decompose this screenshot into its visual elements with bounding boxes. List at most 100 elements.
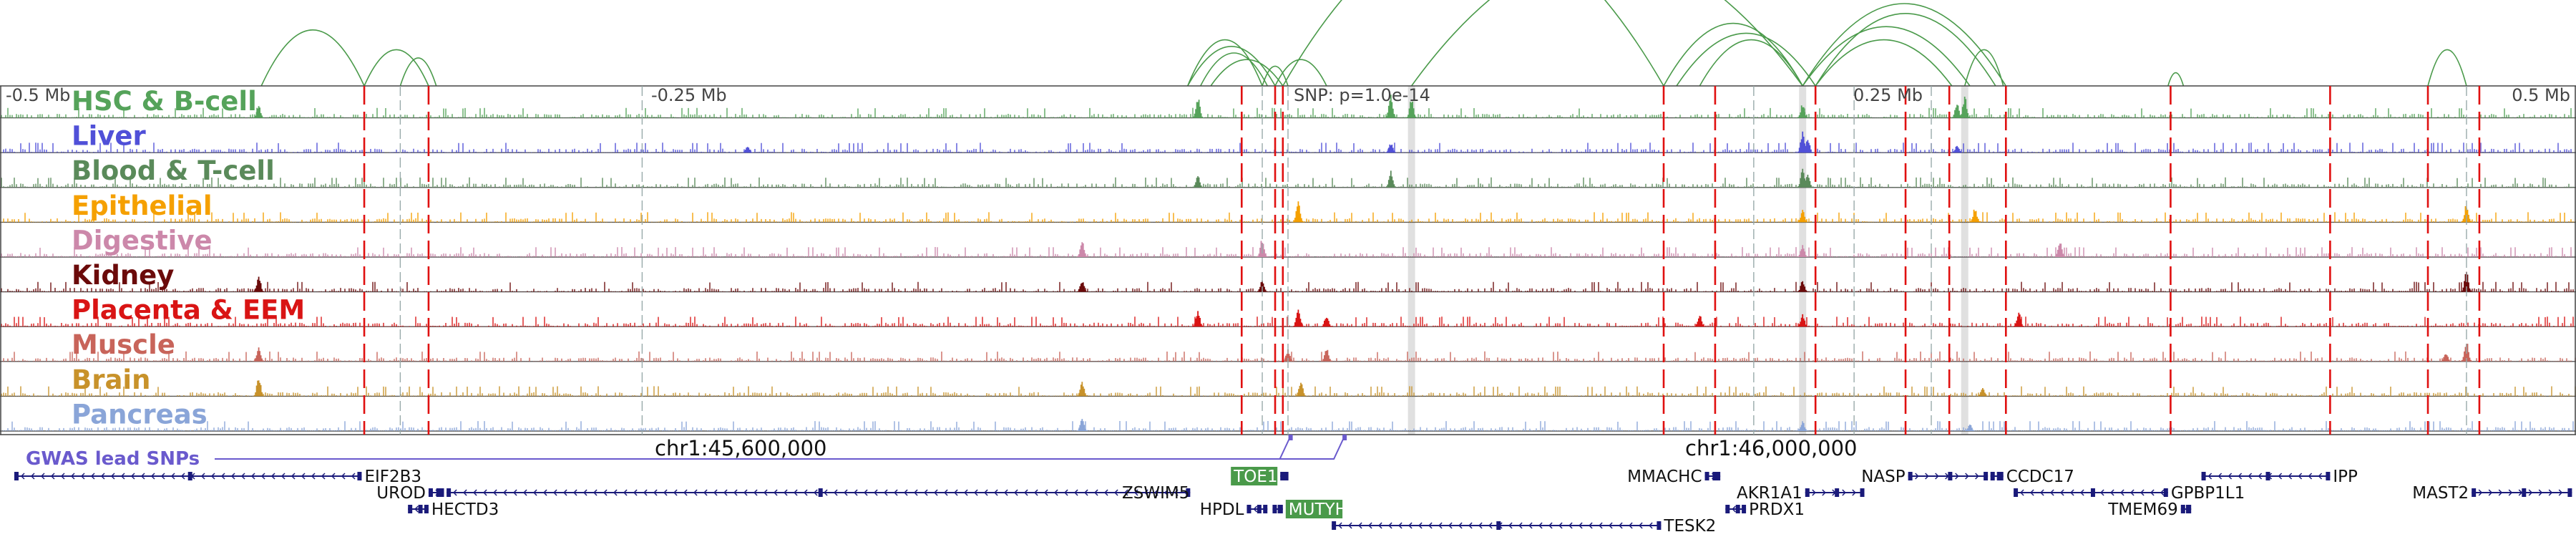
track-peak — [2439, 354, 2452, 362]
chromosome-position-label: chr1:46,000,000 — [1685, 436, 1858, 460]
gene-exon — [1704, 472, 1709, 480]
gene-exon — [2522, 488, 2527, 497]
track-peak — [1320, 317, 1333, 327]
gene-akr1a1: AKR1A1 — [1737, 484, 1865, 503]
gene-exon — [187, 472, 192, 480]
gene-toe1: TOE1 — [1231, 467, 1289, 486]
gene-exon — [1332, 521, 1337, 530]
gene-exon — [436, 488, 441, 497]
gene-exon — [1984, 472, 1989, 480]
gene-label: MUTYH — [1289, 500, 1347, 519]
gwas-snp-marker — [1342, 435, 1347, 440]
gene-exon — [1246, 505, 1252, 513]
gene-exon — [439, 488, 444, 497]
track-signal — [1, 212, 2576, 223]
gene-strand-chevrons — [1732, 505, 1736, 513]
gene-mast2: MAST2 — [2412, 484, 2572, 503]
chromatin-loops — [260, 0, 2467, 87]
gene-exon — [1272, 505, 1277, 513]
gene-label: TESK2 — [1663, 517, 1716, 536]
track-peak — [2011, 312, 2025, 327]
track-peak — [1694, 316, 1706, 327]
gene-exon — [1908, 472, 1913, 480]
gene-exon — [357, 472, 362, 480]
gene-mmachc: MMACHC — [1627, 468, 1721, 486]
gene-exon — [1860, 488, 1865, 497]
track-label: Liver — [72, 121, 146, 152]
gene-exon — [1996, 472, 2001, 480]
gene-label: EIF2B3 — [364, 468, 421, 486]
loop-arc — [1262, 65, 1289, 87]
gene-zswim5: ZSWIM5 — [447, 484, 1191, 503]
highlight-bands — [1407, 86, 1968, 435]
loop-arc — [399, 57, 437, 87]
track-peak — [1796, 314, 1809, 327]
track-peak — [1075, 282, 1088, 292]
variant-marker-lines — [363, 86, 2481, 435]
track-peak — [251, 380, 266, 397]
loop-arc — [1815, 13, 1996, 87]
gene-exon — [818, 488, 823, 497]
gene-label: PRDX1 — [1749, 500, 1805, 519]
gene-label: HPDL — [1200, 500, 1244, 519]
gene-prdx1: PRDX1 — [1725, 500, 1805, 519]
track-peak — [1075, 242, 1090, 257]
gene-strand-chevrons — [1253, 505, 1257, 513]
gene-tmem69: TMEM69 — [2107, 500, 2192, 519]
gene-exon — [408, 505, 413, 513]
track-peak — [1796, 281, 1809, 292]
track-label: Digestive — [72, 225, 213, 256]
gene-label: HECTD3 — [431, 500, 499, 519]
chromosome-position-label: chr1:45,600,000 — [655, 436, 827, 460]
track-peak — [1256, 281, 1269, 292]
track-peak — [1385, 144, 1397, 153]
gene-exon — [2201, 472, 2206, 480]
loop-arc — [1815, 39, 1953, 87]
track-signal — [1, 386, 2576, 397]
scale-label: -0.5 Mb — [6, 85, 70, 105]
gwas-snp-connector — [215, 435, 1346, 460]
gene-hectd3: HECTD3 — [408, 500, 499, 519]
gene-exon — [1284, 472, 1289, 480]
gene-label: GPBP1L1 — [2171, 484, 2245, 503]
gene-exon — [1186, 488, 1191, 497]
gene-exon — [1657, 521, 1662, 530]
gene-eif2b3: EIF2B3 — [14, 468, 421, 486]
track-peak — [2459, 206, 2474, 223]
gene-label: TMEM69 — [2107, 500, 2178, 519]
gene-exon — [1496, 521, 1501, 530]
gene-strand-chevrons — [2478, 489, 2563, 496]
track-label: Blood & T-cell — [72, 155, 275, 186]
gene-exon — [1263, 505, 1268, 513]
track-peak — [1957, 97, 1972, 118]
track-peak — [253, 106, 265, 118]
track-peak — [1796, 245, 1809, 257]
track-peak — [1075, 382, 1088, 397]
loop-arc — [1410, 0, 1803, 87]
gene-exon — [2472, 488, 2477, 497]
scale-label: 0.25 Mb — [1853, 85, 1923, 105]
track-label: Kidney — [72, 260, 174, 291]
gene-strand-chevrons — [414, 505, 419, 513]
gene-ccdc17: CCDC17 — [1990, 468, 2074, 486]
gene-exon — [1712, 472, 1717, 480]
track-label: Placenta & EEM — [72, 295, 305, 326]
loop-arc — [1802, 26, 1971, 87]
gene-hpdl: HPDL — [1200, 500, 1268, 519]
gene-exon — [2567, 488, 2572, 497]
track-signal — [1, 316, 2576, 327]
gene-label: AKR1A1 — [1737, 484, 1802, 503]
gene-exon — [14, 472, 19, 480]
track-peak — [1963, 425, 1976, 431]
track-peak — [1968, 209, 1981, 223]
gwas-track: GWAS lead SNPs chr1:45,600,000 chr1:46,000… — [26, 435, 1858, 470]
track-signal — [1, 281, 2576, 292]
gene-nasp: NASP — [1861, 468, 1989, 486]
gene-exon — [1948, 472, 1953, 480]
track-peak — [1802, 140, 1814, 153]
gene-exon — [424, 505, 429, 513]
loop-arc — [1187, 46, 1276, 87]
gene-strand-chevrons — [2020, 489, 2165, 496]
gene-urod: UROD — [376, 484, 444, 503]
